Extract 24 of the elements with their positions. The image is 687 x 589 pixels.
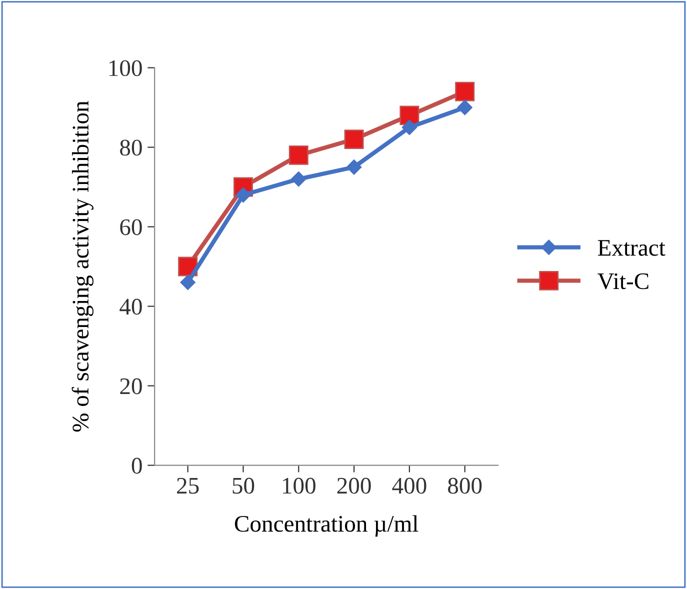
y-tick-label: 60 bbox=[120, 219, 142, 236]
x-tick-label: 800 bbox=[448, 478, 482, 494]
x-tick-label: 200 bbox=[337, 478, 371, 494]
y-tick-label: 100 bbox=[109, 60, 142, 76]
point bbox=[288, 145, 308, 165]
point bbox=[344, 130, 364, 150]
point bbox=[346, 160, 362, 175]
x-tick-label: 400 bbox=[392, 478, 426, 494]
x-axis-title: Concentration µ/ml bbox=[234, 515, 418, 537]
y-tick-label: 20 bbox=[120, 378, 142, 394]
point bbox=[180, 274, 196, 290]
y-tick-label: 0 bbox=[132, 458, 142, 474]
y-tick-label: 40 bbox=[120, 298, 142, 315]
point bbox=[457, 100, 472, 116]
x-tick-label: 100 bbox=[282, 478, 316, 494]
point bbox=[455, 82, 475, 102]
x-tick-label: 50 bbox=[232, 478, 254, 494]
legend-label: Vit-C bbox=[598, 273, 648, 290]
x-tick-label: 25 bbox=[177, 478, 199, 494]
point bbox=[291, 171, 306, 187]
y-axis-title: % of scavenging activity inhibition bbox=[72, 100, 94, 432]
y-tick-label: 80 bbox=[120, 140, 142, 156]
legend-label: Extract bbox=[598, 240, 666, 256]
point bbox=[402, 120, 417, 135]
